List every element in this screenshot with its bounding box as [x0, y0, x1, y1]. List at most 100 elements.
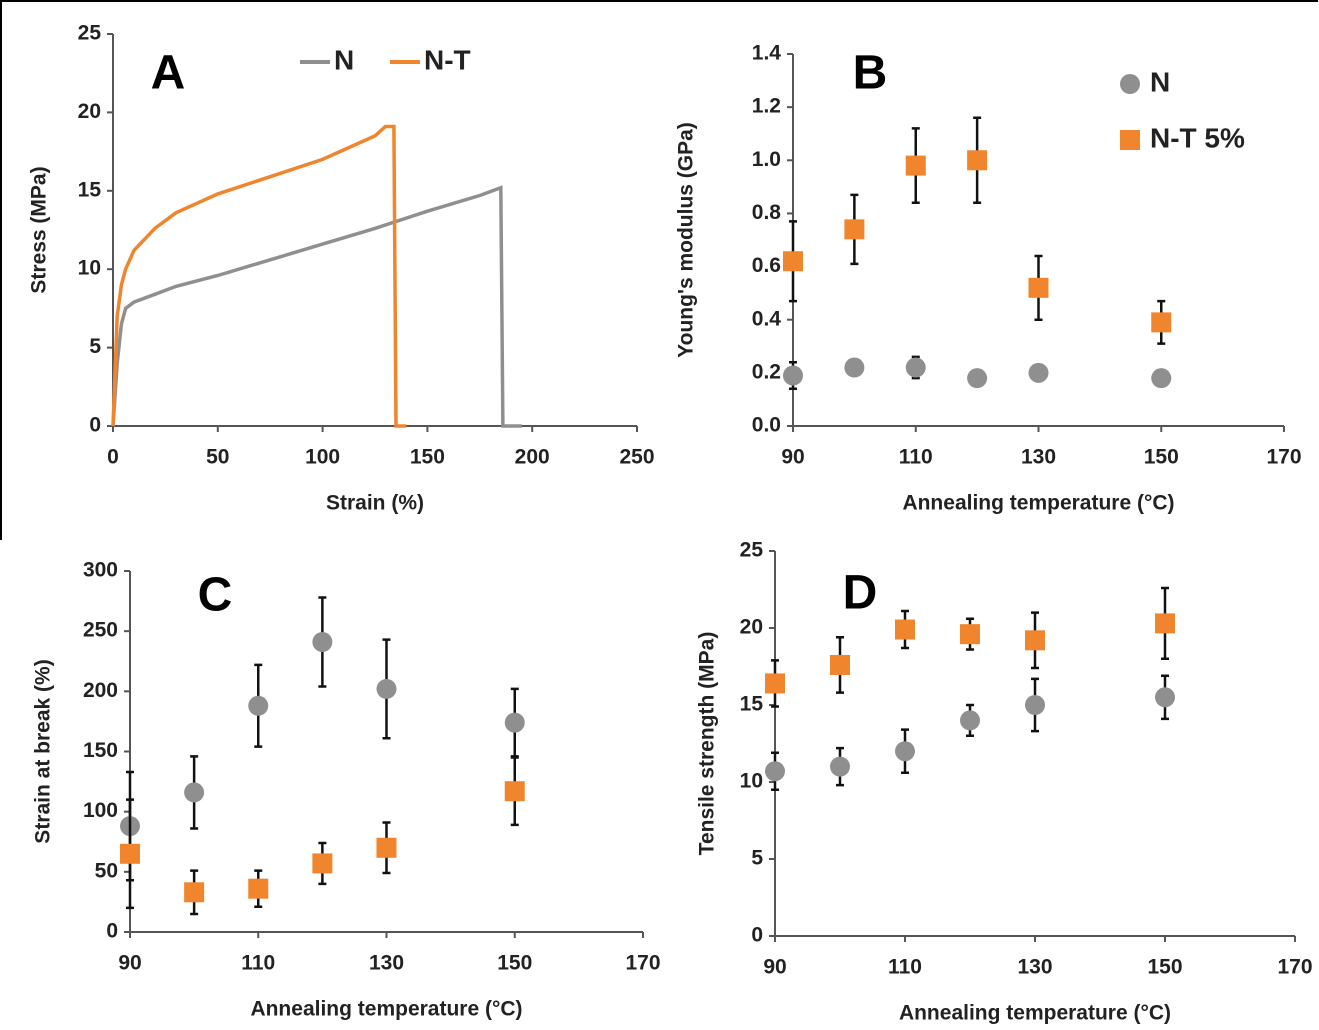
marker: [1028, 362, 1049, 383]
marker: [905, 357, 926, 378]
y-tick-label: 0: [751, 924, 763, 947]
legend-label: N: [334, 44, 354, 75]
legend-label: N-T: [424, 44, 471, 75]
y-tick-label: 300: [83, 559, 118, 582]
panel-label: B: [853, 47, 888, 100]
marker: [1155, 687, 1175, 708]
marker: [1155, 613, 1175, 634]
x-tick-label: 150: [497, 952, 532, 975]
x-tick-label: 110: [899, 446, 933, 469]
marker: [1028, 277, 1049, 298]
y-tick-label: 150: [83, 739, 118, 762]
y-tick-label: 5: [751, 847, 763, 870]
x-tick-label: 170: [1277, 956, 1312, 979]
x-tick-label: 90: [781, 446, 804, 469]
x-tick-label: 150: [1147, 956, 1182, 979]
curve: [111, 185, 522, 428]
y-tick-label: 15: [740, 693, 764, 716]
marker: [960, 710, 980, 731]
x-axis-label: Annealing temperature (°C): [899, 1002, 1171, 1025]
marker: [376, 678, 397, 699]
panel-label: C: [198, 569, 233, 622]
y-tick-label: 25: [78, 22, 102, 45]
marker: [312, 853, 333, 874]
y-tick-label: 0: [106, 920, 118, 943]
marker: [967, 150, 988, 171]
legend-label: N-T 5%: [1150, 122, 1245, 153]
x-axis-label: Strain (%): [326, 492, 424, 515]
marker: [504, 712, 525, 733]
marker: [844, 219, 865, 240]
marker: [895, 619, 915, 640]
frame: [0, 0, 1318, 540]
x-tick-label: 100: [305, 446, 340, 469]
marker: [895, 741, 915, 762]
y-tick-label: 1.0: [752, 148, 781, 171]
curve: [111, 124, 407, 428]
marker: [967, 368, 988, 389]
y-tick-label: 20: [78, 100, 101, 123]
y-tick-label: 10: [78, 257, 101, 280]
y-tick-label: 250: [83, 619, 118, 642]
marker: [248, 878, 269, 899]
y-axis-label: Young's modulus (GPa): [675, 122, 698, 358]
y-tick-label: 20: [740, 616, 763, 639]
marker: [312, 631, 333, 652]
x-tick-label: 130: [1017, 956, 1052, 979]
y-tick-label: 10: [740, 770, 763, 793]
x-tick-label: 90: [118, 952, 141, 975]
y-axis-label: Stress (MPa): [28, 166, 51, 293]
marker: [844, 357, 865, 378]
y-tick-label: 0.4: [752, 307, 782, 330]
x-tick-label: 150: [1144, 446, 1179, 469]
y-tick-label: 1.2: [752, 95, 781, 118]
y-tick-label: 200: [83, 679, 118, 702]
y-tick-label: 0: [89, 414, 101, 437]
y-tick-label: 50: [95, 859, 118, 882]
y-tick-label: 100: [83, 799, 118, 822]
marker: [1151, 312, 1172, 333]
y-tick-label: 0.6: [752, 254, 781, 277]
x-tick-label: 90: [763, 956, 786, 979]
x-tick-label: 130: [369, 952, 404, 975]
panel-label: A: [151, 47, 186, 100]
y-axis-label: Strain at break (%): [32, 659, 55, 843]
y-tick-label: 25: [740, 539, 764, 562]
marker: [1151, 368, 1172, 389]
x-tick-label: 110: [888, 956, 922, 979]
y-axis-label: Tensile strength (MPa): [696, 632, 719, 856]
marker: [830, 654, 850, 675]
marker: [248, 695, 269, 716]
x-tick-label: 0: [107, 446, 119, 469]
x-tick-label: 110: [241, 952, 275, 975]
legend-label: N: [1150, 66, 1170, 97]
marker: [830, 756, 850, 777]
marker: [504, 781, 525, 802]
marker: [905, 155, 926, 176]
marker: [184, 882, 205, 903]
x-tick-label: 250: [619, 446, 654, 469]
marker: [376, 837, 397, 858]
marker: [120, 843, 140, 864]
marker: [765, 761, 785, 782]
marker: [765, 673, 785, 694]
marker: [783, 365, 803, 386]
legend-swatch: [1120, 130, 1140, 150]
x-tick-label: 200: [515, 446, 550, 469]
marker: [1025, 630, 1045, 651]
x-axis-label: Annealing temperature (°C): [250, 998, 522, 1021]
x-tick-label: 150: [410, 446, 445, 469]
legend-swatch: [1120, 74, 1140, 94]
y-tick-label: 15: [78, 178, 102, 201]
marker: [960, 624, 980, 645]
x-tick-label: 130: [1021, 446, 1056, 469]
x-axis-label: Annealing temperature (°C): [902, 492, 1174, 515]
marker: [184, 782, 205, 803]
panel-label: D: [843, 567, 878, 620]
y-tick-label: 1.4: [752, 42, 782, 65]
y-tick-label: 0.2: [752, 360, 781, 383]
marker: [1025, 695, 1045, 715]
y-tick-label: 0.8: [752, 201, 782, 224]
y-tick-label: 5: [89, 335, 101, 358]
